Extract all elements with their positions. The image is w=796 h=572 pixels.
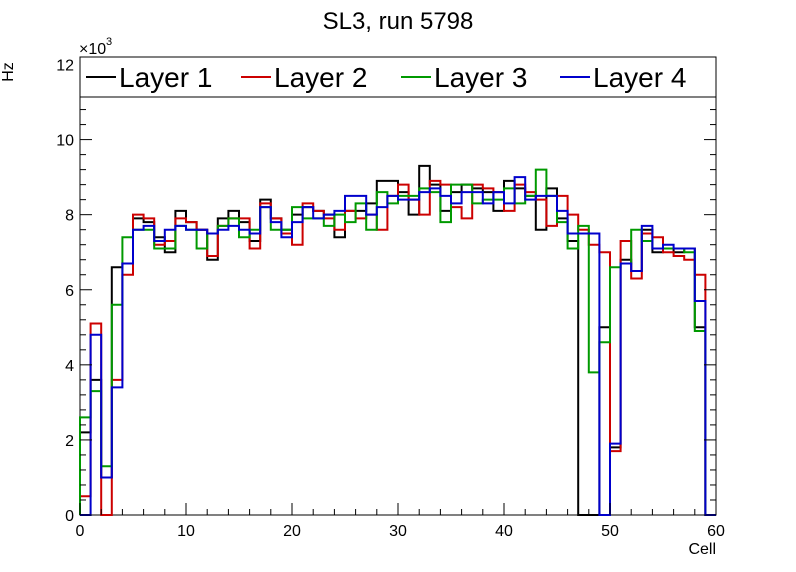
x-tick-label: 10 — [177, 523, 195, 540]
legend-label-layer-4: Layer 4 — [593, 62, 686, 93]
y-axis-label-group: Hz — [0, 62, 17, 82]
ticks-layer: 0 10 20 30 40 50 60 0 2 4 6 8 10 12 — [56, 57, 725, 540]
x-tick-label: 0 — [76, 523, 85, 540]
y-axis-multiplier: ×10 3 — [79, 36, 112, 58]
legend-box — [79, 56, 717, 98]
y-axis-label: Hz — [0, 62, 17, 82]
x-tick-label: 40 — [495, 523, 513, 540]
x-tick-label: 60 — [707, 523, 725, 540]
x-tick-label: 50 — [601, 523, 619, 540]
y-multiplier-exponent: 3 — [106, 36, 112, 48]
y-tick-label: 10 — [56, 133, 74, 150]
y-tick-label: 12 — [56, 58, 74, 75]
x-tick-label: 30 — [389, 523, 407, 540]
y-tick-label: 2 — [65, 433, 74, 450]
chart-title: SL3, run 5798 — [323, 8, 474, 35]
y-tick-label: 8 — [65, 208, 74, 225]
series-layer — [79, 164, 716, 516]
legend-label-layer-1: Layer 1 — [119, 62, 212, 93]
legend-label-layer-3: Layer 3 — [434, 62, 527, 93]
x-tick-label: 20 — [283, 523, 301, 540]
legend-label-layer-2: Layer 2 — [274, 62, 367, 93]
legend: Layer 1 Layer 2 Layer 3 Layer 4 — [79, 56, 717, 98]
y-tick-label: 4 — [65, 358, 74, 375]
y-tick-label: 0 — [65, 508, 74, 525]
y-multiplier-base: ×10 — [79, 41, 106, 58]
x-axis-label: Cell — [688, 541, 716, 558]
y-tick-label: 6 — [65, 283, 74, 300]
series-line-layer-4 — [80, 176, 716, 516]
